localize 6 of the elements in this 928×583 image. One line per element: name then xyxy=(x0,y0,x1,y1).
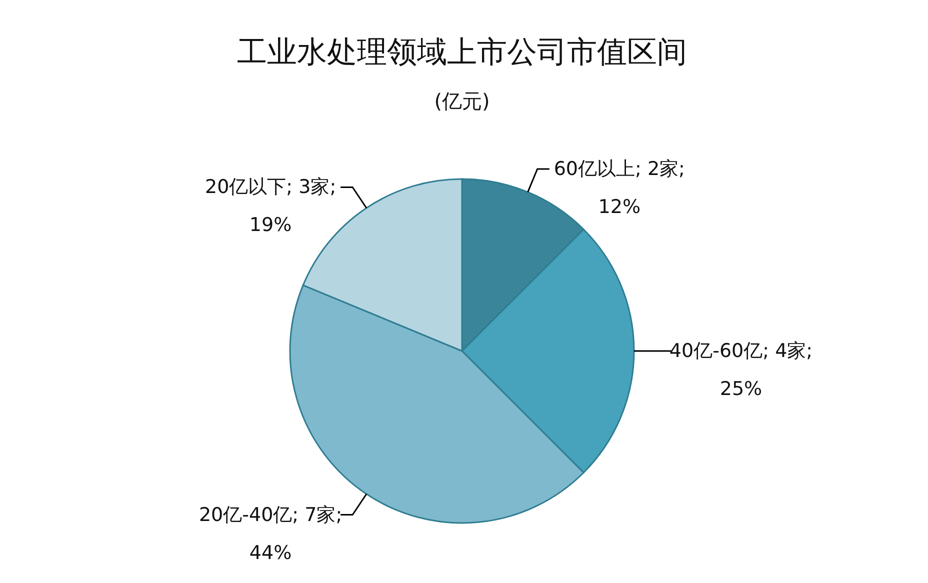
slice-label: 40亿-60亿; 4家; 25% xyxy=(669,340,813,400)
slice-label: 60亿以上; 2家; 12% xyxy=(554,158,685,218)
chart-title: 工业水处理领域上市公司市值区间 xyxy=(237,35,687,70)
chart-subtitle: (亿元) xyxy=(434,89,490,113)
slice-label: 20亿以下; 3家; 19% xyxy=(205,176,336,236)
slice-label: 20亿-40亿; 7家; 44% xyxy=(198,504,342,564)
